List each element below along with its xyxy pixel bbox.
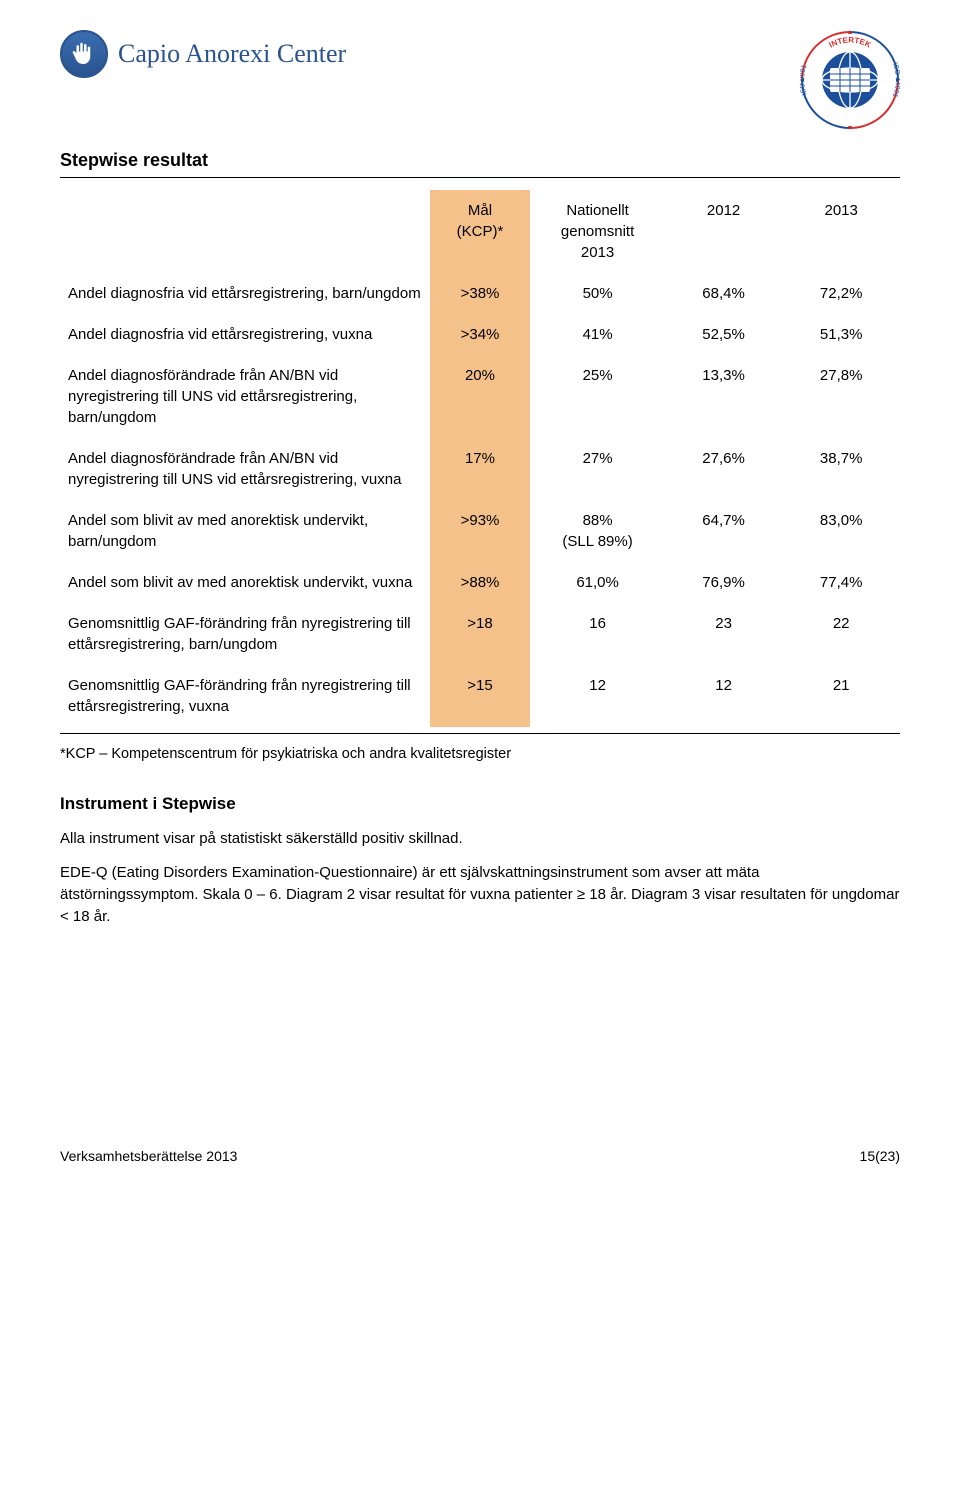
cell-y1: 13,3%: [665, 355, 783, 438]
cell-y2: 72,2%: [782, 273, 900, 314]
cell-mal: >15: [430, 665, 531, 727]
table-row: Genomsnittlig GAF-förändring från nyregi…: [60, 665, 900, 727]
brand-name: Capio Anorexi Center: [118, 36, 346, 72]
table-row: Andel som blivit av med anorektisk under…: [60, 500, 900, 562]
cert-svg: INTERTEK ISO 9001 ISO 14001: [800, 30, 900, 130]
cell-natl: 16: [530, 603, 664, 665]
certification-badge: INTERTEK ISO 9001 ISO 14001: [800, 30, 900, 130]
cell-y1: 52,5%: [665, 314, 783, 355]
th-natl: Nationellt genomsnitt 2013: [530, 190, 664, 273]
cell-y2: 22: [782, 603, 900, 665]
cell-y1: 27,6%: [665, 438, 783, 500]
brand-logo: Capio Anorexi Center: [60, 30, 346, 78]
cell-y2: 51,3%: [782, 314, 900, 355]
cell-y2: 77,4%: [782, 562, 900, 603]
table-row: Andel diagnosförändrade från AN/BN vid n…: [60, 355, 900, 438]
section-title: Stepwise resultat: [60, 148, 900, 173]
cell-natl: 61,0%: [530, 562, 664, 603]
cell-mal: 20%: [430, 355, 531, 438]
cell-y1: 12: [665, 665, 783, 727]
hand-svg: [69, 39, 99, 69]
cell-y2: 38,7%: [782, 438, 900, 500]
th-blank: [60, 190, 430, 273]
cell-y2: 21: [782, 665, 900, 727]
cell-mal: >18: [430, 603, 531, 665]
page-header: Capio Anorexi Center INTERTEK ISO 9001: [60, 30, 900, 130]
section-title-row: Stepwise resultat: [60, 148, 900, 178]
th-y1: 2012: [665, 190, 783, 273]
table-header-row: Mål (KCP)* Nationellt genomsnitt 2013 20…: [60, 190, 900, 273]
cell-mal: 17%: [430, 438, 531, 500]
cell-natl: 41%: [530, 314, 664, 355]
cell-y1: 76,9%: [665, 562, 783, 603]
row-label: Andel diagnosförändrade från AN/BN vid n…: [60, 438, 430, 500]
row-label: Genomsnittlig GAF-förändring från nyregi…: [60, 665, 430, 727]
hand-icon: [60, 30, 108, 78]
svg-text:INTERTEK: INTERTEK: [827, 36, 872, 50]
cell-natl: 25%: [530, 355, 664, 438]
row-label: Genomsnittlig GAF-förändring från nyregi…: [60, 603, 430, 665]
cell-y1: 68,4%: [665, 273, 783, 314]
results-table: Mål (KCP)* Nationellt genomsnitt 2013 20…: [60, 190, 900, 727]
cell-y1: 23: [665, 603, 783, 665]
instrument-p2: EDE-Q (Eating Disorders Examination-Ques…: [60, 862, 900, 927]
footer-right: 15(23): [860, 1147, 900, 1167]
page-footer: Verksamhetsberättelse 2013 15(23): [60, 1147, 900, 1167]
th-y2: 2013: [782, 190, 900, 273]
cell-y1: 64,7%: [665, 500, 783, 562]
cell-natl: 12: [530, 665, 664, 727]
cell-y2: 27,8%: [782, 355, 900, 438]
row-label: Andel diagnosfria vid ettårsregistrering…: [60, 314, 430, 355]
th-mal-l2: (KCP)*: [457, 223, 504, 240]
table-row: Andel diagnosförändrade från AN/BN vid n…: [60, 438, 900, 500]
cell-y2: 83,0%: [782, 500, 900, 562]
th-mal-l1: Mål: [468, 202, 492, 219]
table-row: Andel som blivit av med anorektisk under…: [60, 562, 900, 603]
kcp-footnote: *KCP – Kompetenscentrum för psykiatriska…: [60, 744, 900, 764]
cell-mal: >38%: [430, 273, 531, 314]
cell-mal: >88%: [430, 562, 531, 603]
row-label: Andel som blivit av med anorektisk under…: [60, 562, 430, 603]
th-mal: Mål (KCP)*: [430, 190, 531, 273]
table-row: Genomsnittlig GAF-förändring från nyregi…: [60, 603, 900, 665]
instrument-p1: Alla instrument visar på statistiskt säk…: [60, 828, 900, 850]
th-natl-l2: genomsnitt: [561, 223, 634, 240]
cell-mal: >93%: [430, 500, 531, 562]
cell-natl: 27%: [530, 438, 664, 500]
cell-mal: >34%: [430, 314, 531, 355]
th-natl-l1: Nationellt: [566, 202, 629, 219]
table-bottom-rule: [60, 733, 900, 734]
row-label: Andel diagnosfria vid ettårsregistrering…: [60, 273, 430, 314]
footer-left: Verksamhetsberättelse 2013: [60, 1147, 237, 1167]
row-label: Andel diagnosförändrade från AN/BN vid n…: [60, 355, 430, 438]
cell-natl: 88% (SLL 89%): [530, 500, 664, 562]
instrument-heading: Instrument i Stepwise: [60, 792, 900, 816]
th-natl-l3: 2013: [581, 244, 614, 261]
table-row: Andel diagnosfria vid ettårsregistrering…: [60, 273, 900, 314]
table-row: Andel diagnosfria vid ettårsregistrering…: [60, 314, 900, 355]
cell-natl: 50%: [530, 273, 664, 314]
row-label: Andel som blivit av med anorektisk under…: [60, 500, 430, 562]
